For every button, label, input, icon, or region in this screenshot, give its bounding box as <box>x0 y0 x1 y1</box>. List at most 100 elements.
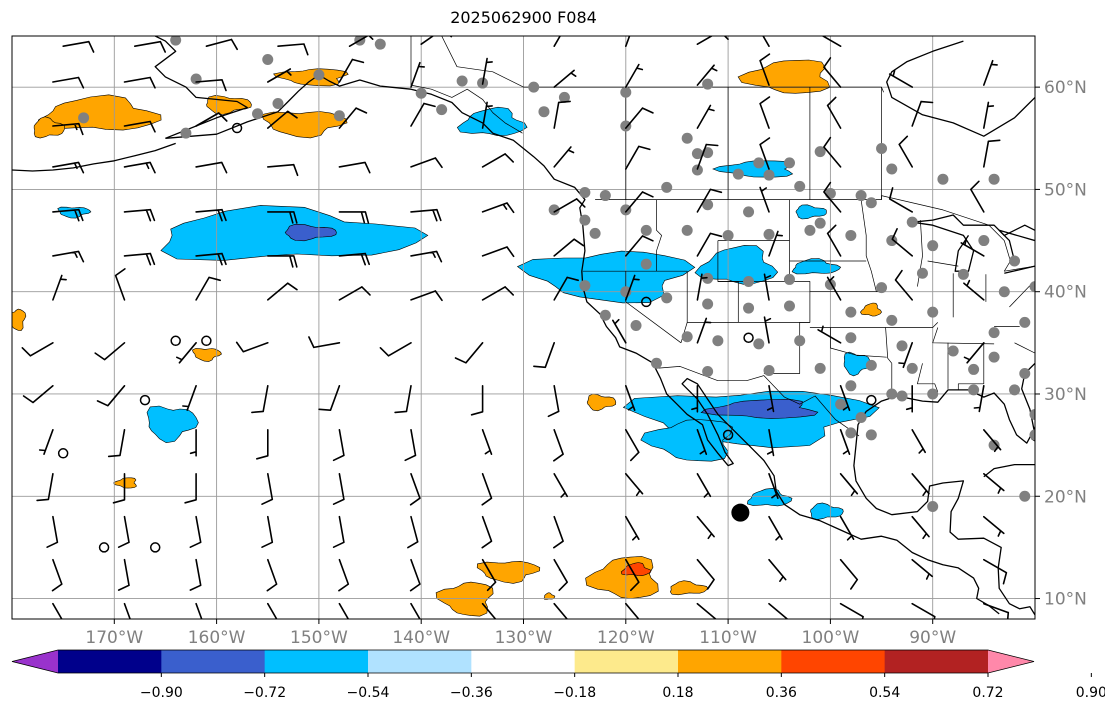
station-dot <box>886 235 898 247</box>
wind-barb <box>338 58 365 83</box>
border-line <box>917 363 939 393</box>
station-dot <box>630 319 642 331</box>
wind-barb <box>123 252 156 266</box>
wind-barb <box>195 112 228 127</box>
calm-wind-circle <box>866 394 877 406</box>
station-dot <box>262 54 274 66</box>
wind-barb <box>553 473 568 498</box>
shaded-area <box>700 398 819 419</box>
station-dot <box>661 181 673 193</box>
wind-barb <box>409 558 421 592</box>
wind-barb <box>898 342 913 369</box>
station-dot <box>855 412 867 424</box>
station-dot <box>743 302 755 314</box>
station-dot <box>558 91 570 103</box>
station-dot <box>743 206 755 218</box>
wind-barb <box>553 146 575 168</box>
wind-barb <box>553 36 562 47</box>
wind-barb <box>261 473 274 505</box>
station-dot <box>1009 255 1021 267</box>
wind-barb <box>52 208 84 222</box>
station-dot <box>845 229 857 241</box>
wind-barb <box>696 273 708 301</box>
station-dot <box>998 286 1010 298</box>
station-dot <box>313 69 325 81</box>
wind-barb <box>696 602 717 619</box>
station-dot <box>845 332 857 344</box>
colorbar-tick-label: −0.72 <box>243 685 286 701</box>
wind-barb <box>911 473 930 497</box>
wind-barb <box>839 515 855 541</box>
station-dot <box>927 500 939 512</box>
wind-barb <box>696 429 708 455</box>
calm-wind-circle <box>201 335 212 347</box>
station-dot <box>876 143 888 155</box>
wind-barb <box>553 558 568 592</box>
wind-barb <box>410 250 443 263</box>
wind-barb <box>983 515 1005 537</box>
station-dot <box>538 106 550 118</box>
shaded-area <box>694 245 779 285</box>
wind-barb <box>612 318 627 344</box>
wind-barb <box>983 558 1008 585</box>
station-dot <box>190 73 202 85</box>
station-dot <box>763 169 775 181</box>
wind-barb <box>625 602 640 619</box>
station-dot <box>927 388 939 400</box>
border-line <box>656 199 662 272</box>
wind-barb <box>553 238 585 257</box>
wind-barb <box>481 202 515 214</box>
wind-barb <box>763 316 772 344</box>
wind-barb <box>823 57 842 88</box>
wind-barb <box>176 342 197 364</box>
station-dot <box>650 357 662 369</box>
wind-barb <box>308 336 341 349</box>
station-dot <box>794 180 806 192</box>
wind-barb <box>481 473 493 506</box>
wind-barb <box>696 317 712 344</box>
station-dot <box>712 335 724 347</box>
station-dot <box>783 157 795 169</box>
large-marker-dot <box>731 503 750 522</box>
wind-barb <box>553 198 586 213</box>
wind-barb <box>759 186 770 213</box>
station-dot <box>691 148 703 160</box>
station-dot <box>886 314 898 326</box>
wind-barb <box>409 473 421 506</box>
wind-barb <box>195 79 227 92</box>
station-dot <box>957 268 969 280</box>
station-dot <box>620 204 632 216</box>
lat-tick-label: 50°N <box>1044 180 1087 200</box>
wind-barb <box>267 602 278 619</box>
coastline <box>886 40 1035 137</box>
wind-barb <box>379 342 412 357</box>
colorbar-extend-low <box>12 650 58 673</box>
lat-tick-label: 40°N <box>1044 283 1087 303</box>
colorbar-segment <box>161 650 266 673</box>
colorbar-segment <box>781 650 886 673</box>
station-dot <box>579 280 591 292</box>
wind-barb <box>839 385 851 411</box>
station-dot <box>855 190 867 202</box>
station-dot <box>886 388 898 400</box>
wind-barb <box>768 230 783 257</box>
wind-barb <box>52 602 63 619</box>
wind-barb <box>768 473 779 499</box>
station-dot <box>814 217 826 229</box>
station-dot <box>824 188 836 200</box>
station-dot <box>579 214 591 226</box>
station-dot <box>845 306 857 318</box>
wind-barb <box>123 76 156 89</box>
station-dot <box>620 120 632 132</box>
wind-barb <box>195 602 203 619</box>
wind-barb <box>481 558 497 592</box>
wind-barb <box>759 53 771 86</box>
station-dot <box>528 81 540 93</box>
colorbar-tick-label: −0.36 <box>450 685 493 701</box>
wind-barb <box>817 325 842 344</box>
wind-barb <box>960 238 985 257</box>
wind-barb <box>338 107 368 129</box>
station-dot <box>661 292 673 304</box>
colorbar-tick-label: 0.18 <box>662 685 693 701</box>
station-dot <box>876 282 888 294</box>
